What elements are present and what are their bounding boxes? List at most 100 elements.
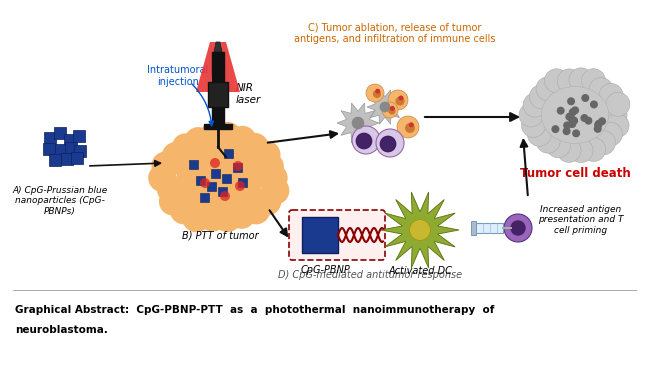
Circle shape	[375, 89, 380, 94]
Ellipse shape	[541, 87, 609, 143]
Circle shape	[162, 142, 190, 170]
Circle shape	[572, 129, 580, 137]
Circle shape	[373, 90, 381, 98]
FancyBboxPatch shape	[471, 221, 476, 235]
Circle shape	[545, 69, 569, 93]
Circle shape	[397, 116, 419, 138]
Circle shape	[380, 136, 396, 152]
Circle shape	[598, 122, 622, 146]
Text: D) CpG-mediated antitumor response: D) CpG-mediated antitumor response	[278, 270, 462, 280]
FancyBboxPatch shape	[43, 132, 56, 144]
Circle shape	[256, 153, 284, 181]
FancyBboxPatch shape	[200, 193, 209, 202]
Polygon shape	[367, 90, 403, 124]
Polygon shape	[214, 42, 222, 52]
Circle shape	[568, 115, 576, 123]
Circle shape	[388, 107, 396, 115]
Circle shape	[210, 158, 220, 168]
FancyBboxPatch shape	[61, 153, 73, 165]
Circle shape	[405, 123, 415, 133]
Circle shape	[241, 133, 269, 161]
Circle shape	[603, 103, 627, 127]
FancyBboxPatch shape	[55, 144, 67, 156]
Text: NIR
laser: NIR laser	[236, 83, 262, 105]
Circle shape	[528, 122, 552, 146]
Circle shape	[148, 164, 177, 192]
Text: Intratumoral
injection: Intratumoral injection	[147, 65, 208, 87]
FancyBboxPatch shape	[54, 127, 66, 139]
FancyBboxPatch shape	[222, 173, 231, 182]
Circle shape	[356, 133, 372, 149]
FancyBboxPatch shape	[189, 160, 198, 169]
Circle shape	[605, 114, 629, 138]
Circle shape	[253, 188, 281, 216]
FancyBboxPatch shape	[71, 152, 83, 164]
Circle shape	[366, 84, 384, 102]
FancyBboxPatch shape	[217, 187, 227, 196]
Circle shape	[398, 96, 404, 100]
Circle shape	[510, 220, 526, 236]
FancyBboxPatch shape	[302, 217, 338, 253]
Circle shape	[582, 138, 606, 161]
Circle shape	[182, 204, 210, 232]
Circle shape	[409, 122, 414, 127]
Circle shape	[233, 161, 243, 171]
Circle shape	[569, 139, 593, 162]
Circle shape	[376, 129, 404, 157]
Circle shape	[382, 102, 398, 118]
Circle shape	[589, 78, 613, 101]
FancyBboxPatch shape	[206, 182, 215, 191]
Circle shape	[536, 77, 560, 101]
Circle shape	[536, 129, 560, 153]
Circle shape	[228, 201, 256, 229]
Text: Increased antigen
presentation and T
cell priming: Increased antigen presentation and T cel…	[538, 205, 624, 235]
FancyBboxPatch shape	[233, 162, 242, 172]
Circle shape	[594, 121, 602, 129]
Circle shape	[390, 106, 395, 111]
Circle shape	[590, 100, 598, 108]
FancyBboxPatch shape	[212, 52, 224, 127]
FancyBboxPatch shape	[225, 149, 233, 158]
Circle shape	[199, 204, 227, 231]
Circle shape	[235, 181, 245, 191]
Circle shape	[200, 178, 210, 188]
FancyBboxPatch shape	[204, 124, 232, 129]
Circle shape	[410, 220, 430, 241]
Text: neuroblastoma.: neuroblastoma.	[15, 325, 108, 335]
FancyBboxPatch shape	[208, 82, 228, 107]
Circle shape	[151, 151, 180, 180]
Circle shape	[557, 69, 582, 93]
Circle shape	[580, 114, 589, 122]
Circle shape	[199, 123, 227, 151]
FancyBboxPatch shape	[211, 169, 220, 178]
Text: A) CpG-Prussian blue
nanoparticles (CpG-
PBNPs): A) CpG-Prussian blue nanoparticles (CpG-…	[12, 186, 108, 216]
FancyBboxPatch shape	[73, 130, 85, 142]
FancyBboxPatch shape	[289, 210, 385, 260]
Circle shape	[557, 138, 581, 162]
Text: C) Tumor ablation, release of tumor
antigens, and infiltration of immune cells: C) Tumor ablation, release of tumor anti…	[294, 22, 496, 43]
FancyBboxPatch shape	[196, 176, 204, 185]
Circle shape	[565, 113, 573, 121]
Circle shape	[546, 134, 570, 158]
Polygon shape	[337, 103, 379, 143]
Circle shape	[228, 126, 256, 154]
Circle shape	[552, 125, 559, 133]
Circle shape	[504, 214, 532, 242]
Text: B) PTT of tumor: B) PTT of tumor	[182, 231, 258, 241]
Circle shape	[569, 108, 577, 116]
Circle shape	[157, 175, 185, 203]
Circle shape	[395, 96, 404, 105]
FancyBboxPatch shape	[64, 134, 76, 146]
Circle shape	[582, 69, 606, 93]
Circle shape	[214, 122, 242, 150]
Circle shape	[570, 117, 578, 124]
Circle shape	[598, 117, 606, 125]
Circle shape	[388, 90, 408, 110]
FancyBboxPatch shape	[74, 145, 86, 157]
Polygon shape	[381, 192, 459, 268]
Circle shape	[594, 125, 602, 133]
FancyBboxPatch shape	[475, 223, 503, 233]
Circle shape	[591, 131, 615, 155]
Text: Graphical Abstract:  CpG-PBNP-PTT  as  a  photothermal  nanoimmunotherapy  of: Graphical Abstract: CpG-PBNP-PTT as a ph…	[15, 305, 495, 315]
Circle shape	[262, 177, 289, 205]
